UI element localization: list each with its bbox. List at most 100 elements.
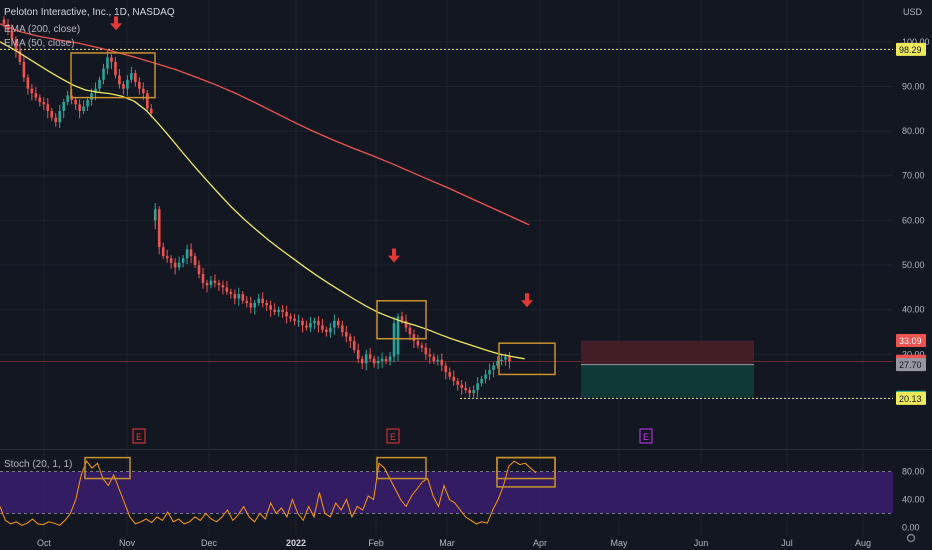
candle bbox=[416, 334, 420, 349]
stoch-tick-label: 40.00 bbox=[902, 494, 925, 504]
candle bbox=[348, 333, 352, 349]
candle bbox=[500, 353, 503, 366]
candle-body bbox=[309, 323, 312, 328]
candle-body bbox=[78, 104, 81, 111]
position-stop-zone bbox=[581, 340, 754, 365]
candle bbox=[169, 255, 173, 269]
currency-label[interactable]: USD bbox=[902, 7, 922, 17]
price-label-20-13: 20.13 bbox=[896, 391, 926, 405]
symbol-title[interactable]: Peloton Interactive, Inc., 1D, NASDAQ bbox=[4, 7, 175, 18]
candle bbox=[476, 377, 479, 398]
box-oct-nov bbox=[70, 52, 156, 99]
candle bbox=[74, 96, 77, 111]
candle-body bbox=[400, 316, 404, 321]
candle-body bbox=[285, 311, 288, 317]
ema200-legend[interactable]: EMA (200, close) bbox=[4, 24, 81, 35]
arrow-head bbox=[388, 255, 400, 263]
candle bbox=[38, 94, 42, 107]
candle bbox=[225, 281, 229, 295]
candle bbox=[301, 317, 304, 333]
candle-body bbox=[38, 97, 42, 103]
candle-body bbox=[293, 318, 296, 321]
candle-body bbox=[352, 340, 356, 350]
candle-body bbox=[464, 387, 467, 391]
arrow-feb bbox=[388, 248, 400, 263]
ema50-legend[interactable]: EMA (50, close) bbox=[4, 38, 75, 49]
candle-body bbox=[58, 110, 62, 123]
candle-body bbox=[376, 361, 380, 364]
candle bbox=[432, 353, 436, 365]
candle bbox=[22, 55, 26, 82]
candle-body bbox=[424, 347, 428, 355]
time-tick-label: Dec bbox=[201, 538, 218, 548]
price-label-text: 98.29 bbox=[899, 45, 922, 55]
candle-body bbox=[269, 305, 272, 310]
candle-body bbox=[416, 340, 420, 346]
time-tick-label: 2022 bbox=[286, 538, 306, 548]
candle-body bbox=[253, 302, 257, 308]
candle bbox=[392, 316, 396, 363]
candle-body bbox=[420, 345, 424, 348]
candle-body bbox=[277, 309, 280, 312]
price-tick-label: 90.00 bbox=[902, 81, 925, 91]
candle bbox=[448, 367, 452, 380]
candle bbox=[58, 104, 62, 128]
candle bbox=[34, 86, 38, 101]
earnings-marker-label: E bbox=[643, 432, 649, 442]
candle-body bbox=[508, 356, 511, 362]
candle bbox=[360, 355, 364, 370]
candle-body bbox=[102, 68, 105, 80]
candle bbox=[46, 98, 50, 119]
candle bbox=[98, 76, 101, 92]
candle-body bbox=[372, 358, 376, 364]
candle-body bbox=[30, 88, 34, 94]
candle bbox=[384, 355, 388, 365]
time-axis: Oct Nov Dec 2022 Feb Mar Apr May Jun Jul Aug bbox=[37, 538, 871, 548]
candle-body bbox=[348, 336, 352, 341]
stoch-tick-label: 0.00 bbox=[902, 522, 920, 532]
candle bbox=[368, 348, 372, 362]
candle-body bbox=[265, 302, 268, 306]
candle-body bbox=[412, 334, 416, 341]
candle bbox=[229, 288, 233, 299]
arrow-head bbox=[110, 23, 122, 31]
arrow-mar bbox=[521, 293, 533, 308]
candle-body bbox=[404, 320, 408, 328]
candle bbox=[265, 299, 268, 312]
price-axis-bg bbox=[896, 0, 932, 550]
price-label-text: 33.09 bbox=[899, 336, 922, 346]
candle bbox=[408, 324, 412, 341]
time-tick-label: Nov bbox=[119, 538, 136, 548]
stoch-legend[interactable]: Stoch (20, 1, 1) bbox=[4, 459, 73, 470]
candle bbox=[62, 98, 65, 119]
stoch-pane: 80.00 40.00 0.00 bbox=[0, 456, 925, 532]
candle bbox=[221, 280, 225, 295]
price-label-27-70: 27.70 bbox=[896, 358, 926, 372]
candle-body bbox=[34, 93, 38, 98]
candle-body bbox=[440, 359, 444, 366]
candle-body bbox=[233, 294, 237, 299]
chart-settings-icon[interactable] bbox=[906, 533, 916, 543]
candle-body bbox=[22, 61, 26, 78]
candle bbox=[249, 296, 253, 314]
candle-body bbox=[484, 374, 487, 379]
candle bbox=[356, 343, 360, 364]
candle bbox=[241, 290, 245, 304]
candle bbox=[333, 314, 336, 335]
candle-body bbox=[142, 88, 145, 94]
position-target-zone bbox=[581, 364, 754, 398]
candle bbox=[201, 267, 205, 289]
candle-body bbox=[472, 390, 475, 394]
candle-body bbox=[436, 359, 440, 362]
candle-body bbox=[428, 354, 432, 357]
candle bbox=[508, 351, 511, 369]
candle-body bbox=[193, 256, 197, 266]
price-label-text: 27.70 bbox=[899, 360, 922, 370]
candle-body bbox=[229, 291, 233, 295]
candle bbox=[102, 63, 105, 85]
candle bbox=[492, 362, 495, 378]
price-label-bg bbox=[896, 391, 926, 405]
candle-body bbox=[106, 57, 109, 69]
candle-body bbox=[82, 106, 85, 111]
